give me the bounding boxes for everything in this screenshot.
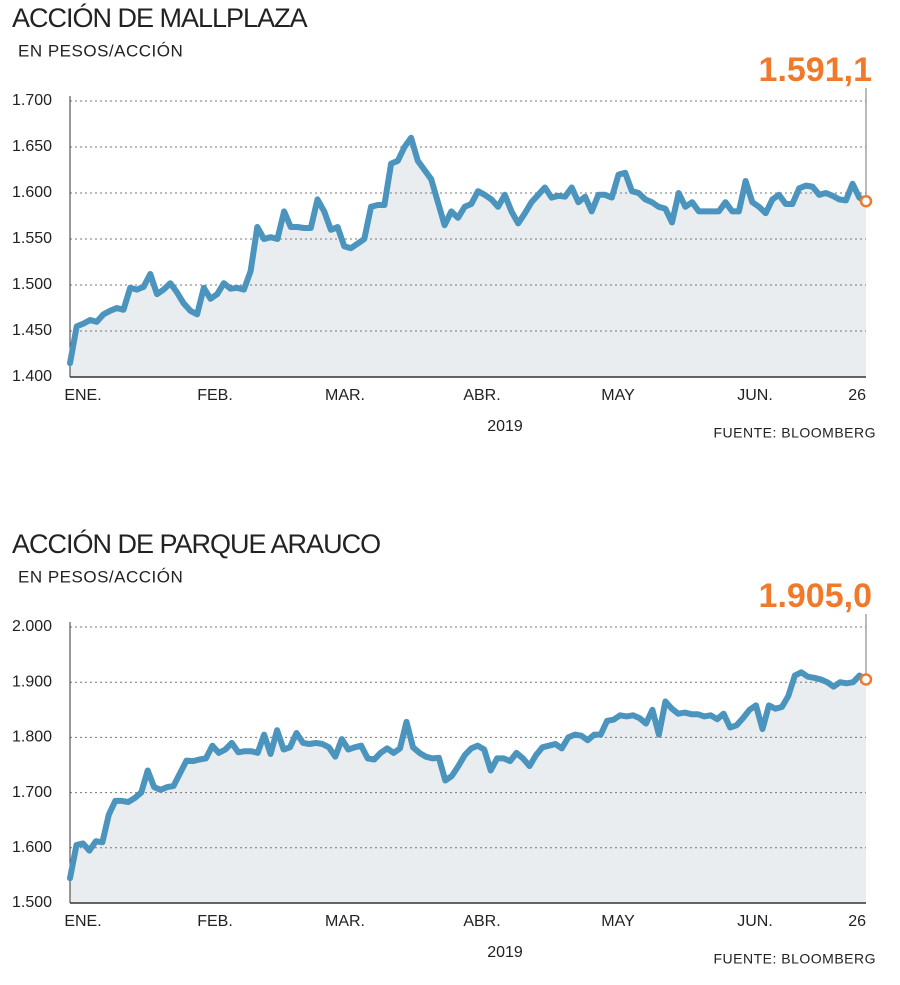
x-tick-label: ABR. <box>463 387 500 404</box>
line <box>67 134 869 367</box>
source: FUENTE: BLOOMBERG <box>713 425 876 441</box>
chart-subtitle: EN PESOS/ACCIÓN <box>18 41 183 60</box>
x-tick-label: ENE. <box>64 387 101 404</box>
x-tick-label: ENE. <box>64 913 101 930</box>
x-tick-label: MAR. <box>325 387 365 404</box>
y-tick-label: 1.550 <box>12 230 52 247</box>
end-label: 1.905,0 <box>759 577 872 615</box>
x-tick-label: JUN. <box>737 387 773 404</box>
y-tick-label: 1.600 <box>12 184 52 201</box>
y-tick-label: 1.500 <box>12 276 52 293</box>
area <box>70 137 866 377</box>
y-tick-label: 1.600 <box>12 839 52 856</box>
x-tick-label: FEB. <box>197 387 233 404</box>
x-tick-label: MAY <box>601 387 635 404</box>
x-axis-label: 2019 <box>487 944 523 961</box>
x-tick-label: ABR. <box>463 913 500 930</box>
chart-title: ACCIÓN DE PARQUE ARAUCO <box>12 528 380 559</box>
chart-subtitle: EN PESOS/ACCIÓN <box>18 567 183 586</box>
x-axis-label: 2019 <box>487 418 523 435</box>
source: FUENTE: BLOOMBERG <box>713 951 876 967</box>
y-tick-label: 1.700 <box>12 92 52 109</box>
x-tick-label: MAR. <box>325 913 365 930</box>
x-tick-label: FEB. <box>197 913 233 930</box>
y-tick-label: 1.800 <box>12 729 52 746</box>
x-tick-label: JUN. <box>737 913 773 930</box>
line <box>67 669 869 882</box>
end-marker <box>859 673 873 686</box>
x-tick-label: MAY <box>601 913 635 930</box>
area <box>70 672 866 903</box>
y-tick-label: 1.500 <box>12 894 52 911</box>
y-tick-label: 1.450 <box>12 322 52 339</box>
y-tick-label: 2.000 <box>12 618 52 635</box>
end-label: 1.591,1 <box>759 51 872 89</box>
y-tick-label: 1.400 <box>12 368 52 385</box>
y-tick-label: 1.900 <box>12 673 52 690</box>
x-tick-label: 26 <box>848 913 866 930</box>
end-marker <box>859 194 873 208</box>
y-tick-label: 1.700 <box>12 784 52 801</box>
x-tick-label: 26 <box>848 387 866 404</box>
y-tick-label: 1.650 <box>12 138 52 155</box>
chart-title: ACCIÓN DE MALLPLAZA <box>12 2 308 33</box>
